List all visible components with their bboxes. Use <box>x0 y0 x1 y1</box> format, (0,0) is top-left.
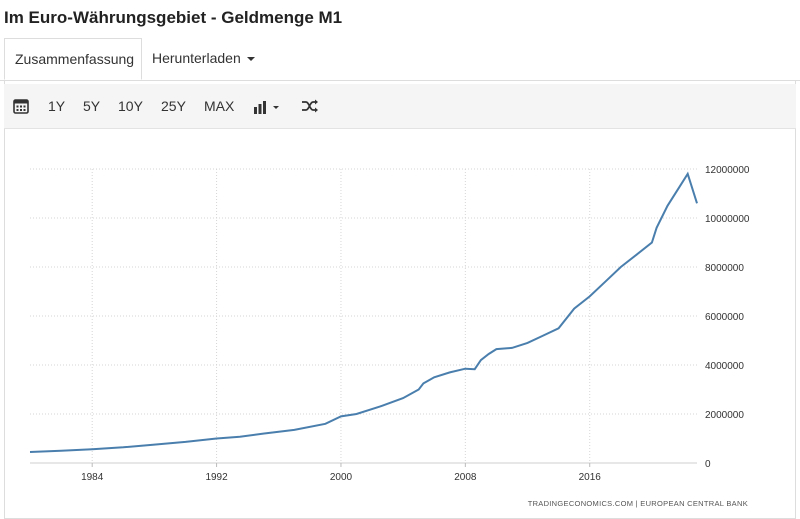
chart-type-button[interactable] <box>254 84 280 128</box>
tab-download[interactable]: Herunterladen <box>142 38 265 79</box>
tab-download-label: Herunterladen <box>152 50 241 66</box>
tab-bar: Zusammenfassung Herunterladen <box>0 38 800 81</box>
chart-toolbar: 1Y 5Y 10Y 25Y MAX <box>4 84 796 129</box>
caret-down-icon <box>246 57 255 62</box>
range-1y-button[interactable]: 1Y <box>48 98 66 114</box>
tab-summary[interactable]: Zusammenfassung <box>4 38 142 80</box>
range-10y-button[interactable]: 10Y <box>118 98 143 114</box>
chart-panel <box>4 80 796 519</box>
calendar-icon[interactable] <box>13 98 29 114</box>
shuffle-icon[interactable] <box>301 98 319 114</box>
bar-chart-icon <box>254 101 279 115</box>
range-max-button[interactable]: MAX <box>204 98 235 114</box>
title-bar: Im Euro-Währungsgebiet - Geldmenge M1 <box>0 0 800 38</box>
page-title: Im Euro-Währungsgebiet - Geldmenge M1 <box>4 8 343 27</box>
range-5y-button[interactable]: 5Y <box>83 98 101 114</box>
range-25y-button[interactable]: 25Y <box>161 98 186 114</box>
